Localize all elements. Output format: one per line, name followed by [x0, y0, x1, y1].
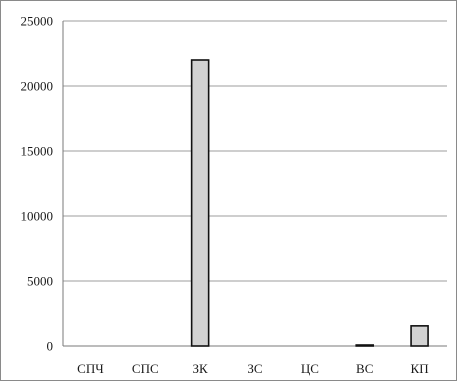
x-tick-label: ЗК	[193, 361, 209, 376]
x-tick-label: ВС	[356, 361, 373, 376]
y-tick-label: 25000	[21, 14, 54, 29]
y-tick-label: 0	[47, 339, 54, 354]
y-tick-label: 10000	[21, 209, 54, 224]
x-tick-labels: СПЧ СПС ЗК ЗС ЦС ВС КП	[77, 361, 428, 376]
x-tick-label: СПС	[132, 361, 159, 376]
y-tick-label: 20000	[21, 79, 54, 94]
x-tick-label: ЦС	[301, 361, 319, 376]
bars	[190, 59, 429, 347]
x-tick-label: СПЧ	[77, 361, 104, 376]
y-tick-labels: 0 5000 10000 15000 20000 25000	[21, 14, 54, 354]
y-tick-label: 15000	[21, 144, 54, 159]
x-tick-label: ЗС	[247, 361, 262, 376]
y-tick-label: 5000	[27, 274, 53, 289]
bar-5	[355, 344, 375, 347]
grid-lines	[63, 20, 447, 282]
axes	[62, 21, 447, 347]
bar-6	[410, 325, 429, 347]
bar-2	[190, 59, 210, 347]
x-tick-label: КП	[411, 361, 429, 376]
